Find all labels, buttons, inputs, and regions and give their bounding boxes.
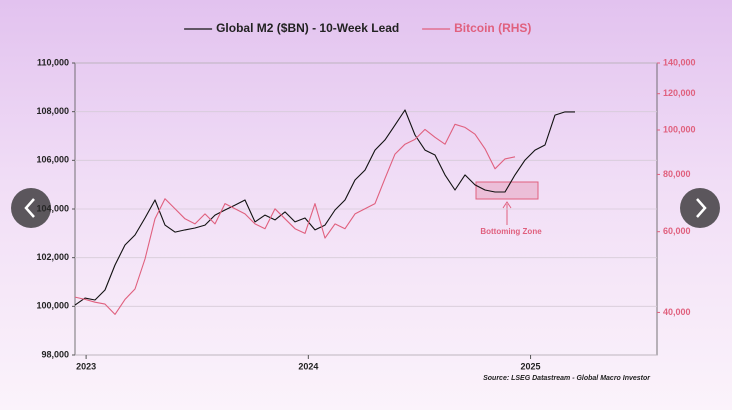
y2-tick-label: 140,000	[663, 57, 696, 67]
y2-tick-label: 120,000	[663, 88, 696, 98]
series-line	[74, 123, 516, 315]
next-button[interactable]	[680, 188, 720, 228]
annotation: Bottoming Zone	[480, 227, 542, 236]
previous-icon	[24, 198, 35, 218]
y2-tick-label: 100,000	[663, 124, 696, 134]
x-tick-label: 2024	[298, 361, 318, 371]
legend-label: Bitcoin (RHS)	[454, 21, 531, 35]
y-tick-label: 108,000	[36, 106, 69, 116]
y-tick-label: 102,000	[36, 252, 69, 262]
legend-label: Global M2 ($BN) - 10-Week Lead	[216, 21, 399, 35]
y-tick-label: 104,000	[36, 203, 69, 213]
y2-tick-label: 40,000	[663, 307, 691, 317]
source: Source: LSEG Datastream - Global Macro I…	[483, 375, 651, 382]
y-tick-label: 100,000	[36, 301, 69, 311]
bottoming-box	[475, 181, 539, 200]
previous-button[interactable]	[11, 188, 51, 228]
y2-tick-label: 80,000	[663, 169, 691, 179]
x-tick-label: 2023	[76, 361, 96, 371]
series-line	[74, 109, 575, 306]
annotation-arrowhead	[502, 201, 512, 209]
y-tick-label: 98,000	[41, 349, 69, 359]
y2-tick-label: 60,000	[663, 226, 691, 236]
y-tick-label: 110,000	[37, 57, 69, 67]
y-tick-label: 106,000	[36, 155, 69, 165]
next-icon	[696, 198, 707, 218]
x-tick-label: 2025	[521, 361, 541, 371]
